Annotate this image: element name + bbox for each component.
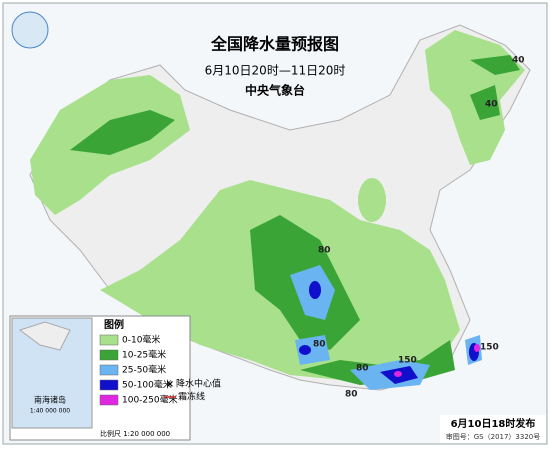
legend-center: 降水中心值 — [176, 378, 221, 390]
center-value: 40 — [485, 100, 498, 110]
legend-items: 0-10毫米 10-25毫米 25-50毫米 50-100毫米 100-250毫米 — [99, 334, 178, 406]
legend-swatch — [99, 364, 119, 376]
center-value: 40 — [512, 56, 525, 66]
agency: 中央气象台 — [245, 83, 305, 98]
center-value: 150 — [480, 343, 499, 353]
legend-label: 25-50毫米 — [122, 364, 166, 376]
footer-box — [440, 415, 546, 443]
approval: 审图号：GS（2017）3320号 — [446, 432, 541, 441]
inset-scale: 1:40 000 000 — [30, 408, 70, 415]
legend-swatch — [99, 394, 119, 406]
center-value: 80 — [356, 364, 369, 374]
inset-land — [18, 321, 71, 351]
center-value: 150 — [398, 356, 417, 366]
legend-swatch — [99, 379, 119, 391]
center-value: 80 — [345, 390, 358, 400]
issued: 6月10日18时发布 — [451, 417, 536, 430]
legend-label: 0-10毫米 — [122, 334, 160, 346]
legend-label: 10-25毫米 — [122, 349, 166, 361]
scale: 比例尺 1:20 000 000 — [100, 429, 170, 438]
legend-frost: 霜冻线 — [178, 391, 205, 403]
center-value: 80 — [318, 246, 331, 256]
legend-title: 图例 — [104, 318, 124, 331]
title: 全国降水量预报图 — [210, 35, 339, 54]
legend-swatch — [99, 334, 119, 346]
center-value: 80 — [313, 340, 326, 350]
rain-100-250 — [394, 344, 480, 377]
legend-label: 100-250毫米 — [122, 394, 178, 406]
logo — [11, 11, 49, 49]
legend-label: 50-100毫米 — [122, 379, 172, 391]
inset-label: 南海诸岛 — [34, 395, 66, 405]
legend-swatch — [99, 349, 119, 361]
period: 6月10日20时—11日20时 — [205, 64, 346, 78]
center-symbol: × — [166, 379, 174, 390]
